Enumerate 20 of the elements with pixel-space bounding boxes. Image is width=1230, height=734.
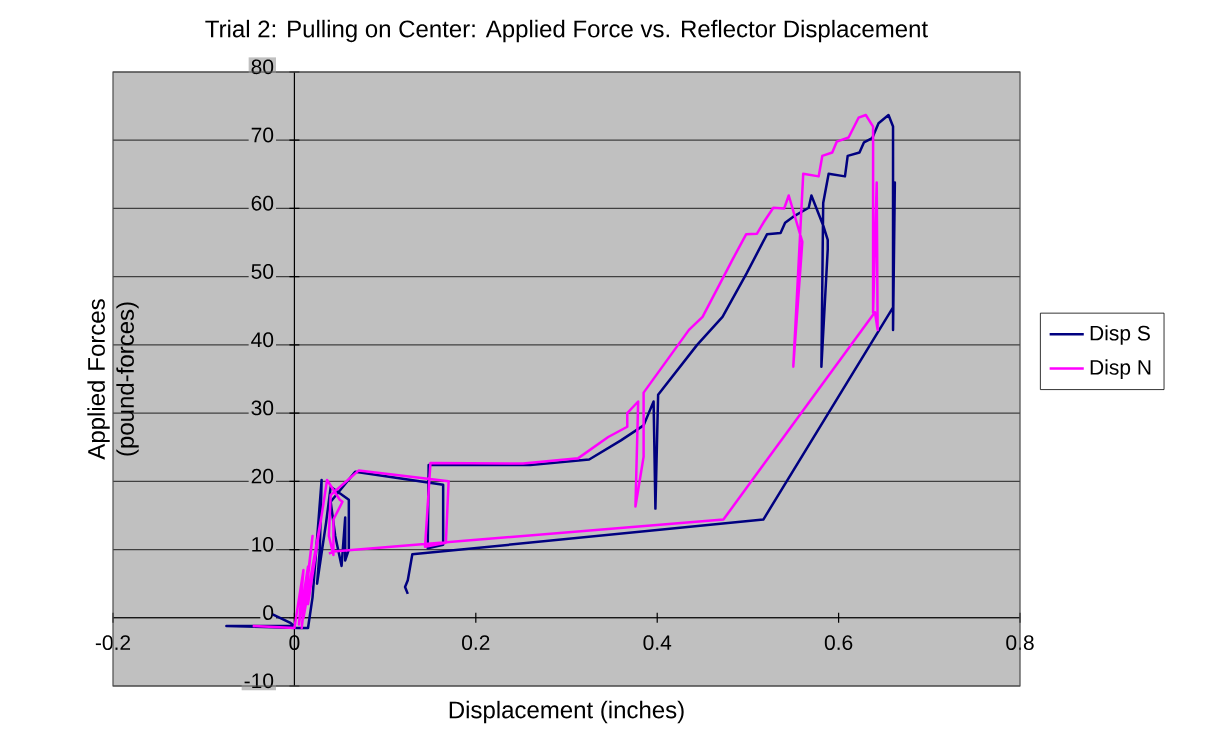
y-tick-label: 70 (251, 127, 274, 143)
y-tick-label: 40 (251, 332, 274, 348)
x-axis-title: Displacement (inches) (449, 700, 684, 724)
chart-title: Trial 2: Pulling on Center: Applied Force vs. Reflector Displacement (205, 19, 928, 43)
x-tick-label: -0.2 (95, 635, 131, 651)
legend-label: Disp S (1090, 325, 1150, 345)
y-tick-label: 10 (252, 536, 274, 552)
x-tick-label: 0.2 (462, 635, 490, 651)
x-tick-label: 0.4 (643, 635, 672, 651)
x-tick-label: 0.6 (824, 635, 853, 651)
y-tick-label: 0 (263, 605, 274, 621)
y-tick-label: 20 (251, 468, 274, 484)
y-tick-label: 30 (251, 400, 274, 416)
y-tick-label: 80 (251, 59, 274, 75)
y-tick-label: -10 (244, 673, 274, 689)
y-tick-label: 50 (251, 264, 274, 279)
y-axis-title: Applied Forces (pound-forces) (87, 299, 139, 460)
y-tick-label: 60 (251, 195, 274, 211)
legend-label: Disp N (1090, 359, 1151, 379)
x-tick-label: 0.8 (1006, 635, 1034, 651)
